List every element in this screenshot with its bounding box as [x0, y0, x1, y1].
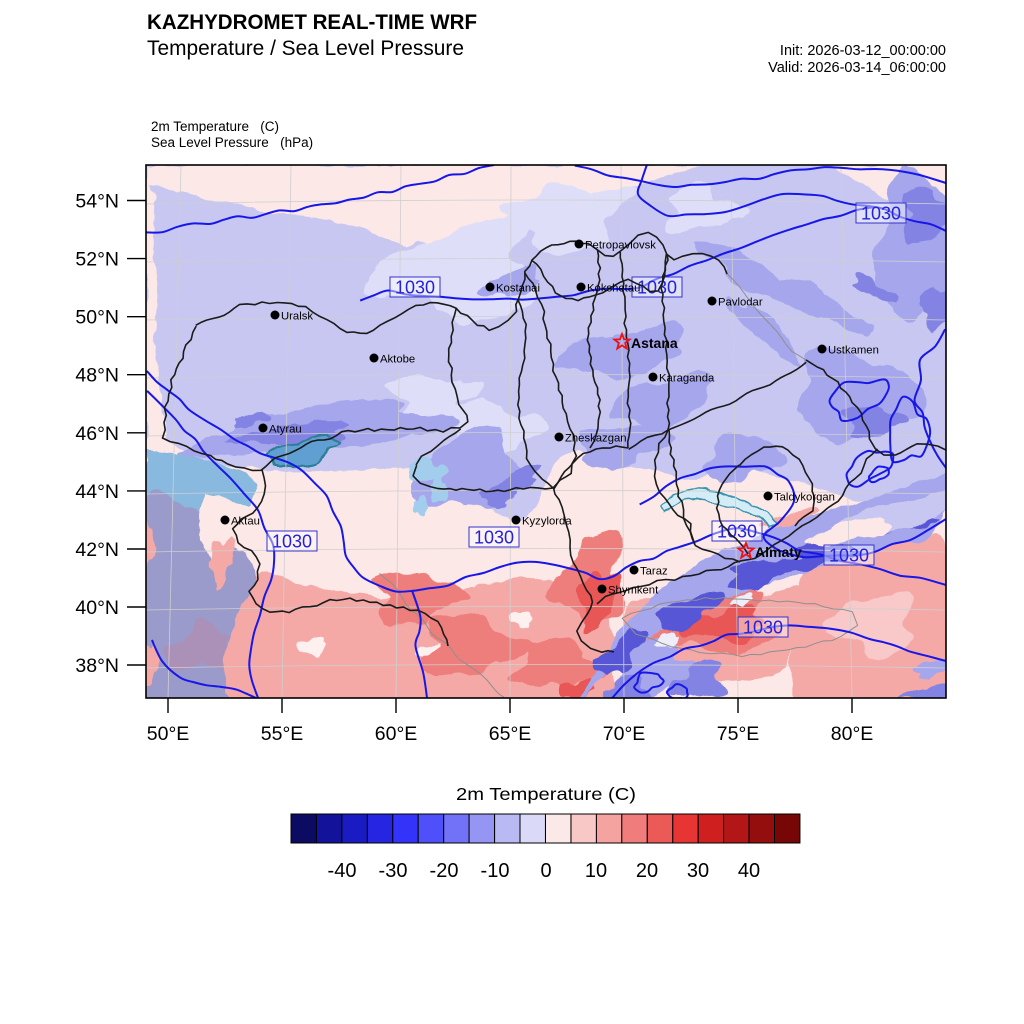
- svg-text:Zheskazgan: Zheskazgan: [565, 433, 627, 445]
- svg-text:Ustkamen: Ustkamen: [828, 345, 879, 357]
- svg-text:54°N: 54°N: [75, 191, 119, 213]
- svg-text:Astana: Astana: [631, 335, 678, 351]
- svg-text:30: 30: [687, 860, 709, 882]
- svg-text:10: 10: [585, 860, 607, 882]
- svg-text:52°N: 52°N: [75, 249, 119, 271]
- svg-text:Temperature / Sea Level Pressu: Temperature / Sea Level Pressure: [147, 36, 464, 60]
- svg-text:2m Temperature (C): 2m Temperature (C): [456, 784, 636, 804]
- svg-text:Taldykorgan: Taldykorgan: [774, 492, 835, 504]
- svg-text:1030: 1030: [395, 278, 435, 298]
- svg-text:1030: 1030: [474, 528, 514, 548]
- svg-text:38°N: 38°N: [75, 655, 119, 677]
- svg-text:48°N: 48°N: [75, 365, 119, 387]
- svg-text:KAZHYDROMET REAL-TIME WRF: KAZHYDROMET REAL-TIME WRF: [147, 10, 477, 34]
- svg-text:-30: -30: [379, 860, 408, 882]
- svg-text:1030: 1030: [861, 204, 901, 224]
- svg-text:Kokshetau: Kokshetau: [587, 283, 640, 295]
- svg-text:55°E: 55°E: [261, 723, 304, 745]
- svg-text:-40: -40: [328, 860, 357, 882]
- svg-text:20: 20: [636, 860, 658, 882]
- svg-text:50°N: 50°N: [75, 307, 119, 329]
- svg-text:Kostanai: Kostanai: [496, 283, 540, 295]
- svg-text:1030: 1030: [717, 522, 757, 542]
- svg-text:40°N: 40°N: [75, 597, 119, 619]
- svg-text:42°N: 42°N: [75, 539, 119, 561]
- svg-text:Pavlodar: Pavlodar: [718, 297, 763, 309]
- svg-text:Valid: 2026-03-14_06:00:00: Valid: 2026-03-14_06:00:00: [768, 60, 946, 76]
- svg-text:Karaganda: Karaganda: [659, 373, 715, 385]
- svg-text:1030: 1030: [829, 546, 869, 566]
- svg-text:65°E: 65°E: [489, 723, 532, 745]
- svg-text:1030: 1030: [637, 278, 677, 298]
- svg-text:60°E: 60°E: [375, 723, 418, 745]
- svg-text:Aktau: Aktau: [231, 516, 260, 528]
- svg-text:Init: 2026-03-12_00:00:00: Init: 2026-03-12_00:00:00: [780, 43, 946, 59]
- svg-text:Almaty: Almaty: [755, 544, 802, 560]
- svg-text:Atyrau: Atyrau: [269, 424, 302, 436]
- svg-text:80°E: 80°E: [831, 723, 874, 745]
- svg-text:70°E: 70°E: [603, 723, 646, 745]
- svg-text:Taraz: Taraz: [640, 566, 668, 578]
- svg-text:Sea Level Pressure (hPa): Sea Level Pressure (hPa): [151, 135, 313, 150]
- svg-text:1030: 1030: [272, 532, 312, 552]
- svg-text:75°E: 75°E: [717, 723, 760, 745]
- svg-text:2m Temperature (C): 2m Temperature (C): [151, 119, 279, 134]
- svg-text:-10: -10: [481, 860, 510, 882]
- svg-text:Aktobe: Aktobe: [380, 354, 415, 366]
- svg-text:Uralsk: Uralsk: [281, 311, 313, 323]
- svg-text:1030: 1030: [743, 618, 783, 638]
- svg-text:Petropavlovsk: Petropavlovsk: [585, 240, 656, 252]
- svg-text:40: 40: [738, 860, 760, 882]
- svg-text:46°N: 46°N: [75, 423, 119, 445]
- svg-text:44°N: 44°N: [75, 481, 119, 503]
- svg-text:Kyzylorda: Kyzylorda: [522, 516, 572, 528]
- svg-text:50°E: 50°E: [147, 723, 190, 745]
- svg-text:-20: -20: [430, 860, 459, 882]
- svg-text:Shymkent: Shymkent: [608, 585, 659, 597]
- svg-text:0: 0: [540, 860, 551, 882]
